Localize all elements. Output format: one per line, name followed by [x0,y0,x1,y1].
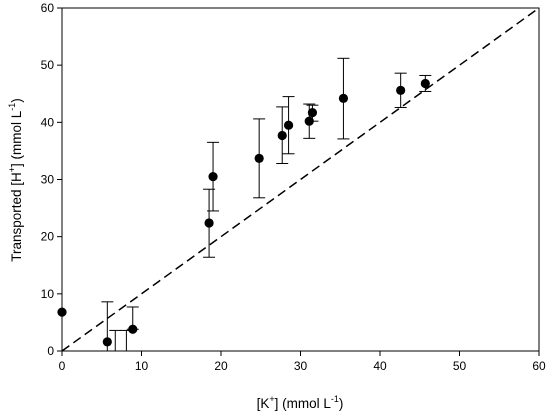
data-point [396,85,406,95]
y-tick-label: 60 [41,1,55,15]
x-axis-label-unit-sup: -1 [331,394,339,404]
x-tick-label: 10 [135,359,149,373]
data-point [283,120,294,130]
x-tick-label: 30 [294,359,308,373]
x-axis-label-close: ) [339,396,344,411]
y-axis-label-base: Transported [H [9,172,24,262]
x-tick-label: 50 [453,359,467,373]
y-tick-label: 0 [47,344,54,358]
y-tick-label: 40 [41,115,55,129]
x-tick-label: 40 [373,359,387,373]
data-point [277,130,287,141]
x-tick-label: 0 [59,359,66,373]
data-point [128,324,138,334]
error-bar [120,329,133,351]
y-tick-label: 20 [41,230,55,244]
data-point [254,153,264,163]
data-point [57,307,67,317]
data-point [420,78,430,89]
reference-line [61,7,540,352]
data-points [57,78,430,347]
y-tick-label: 30 [41,173,55,187]
y-axis-label: Transported [H+] (mmol L-1) [7,98,24,262]
y-tick-label: 50 [41,58,55,72]
reference-line-group [61,7,540,352]
y-axis-label-unit-sup: -1 [7,103,17,111]
data-point [304,116,314,126]
y-axis-label-sup: + [7,167,17,172]
data-point [102,337,112,347]
y-axis-label-close: ) [9,98,24,103]
y-axis-label-unit: ] (mmol L [9,110,24,167]
error-bar [109,329,122,351]
data-point [204,218,214,228]
y-axis-ticks: 0 10 20 30 40 50 60 [41,1,62,358]
x-axis-label-sup: + [269,394,274,404]
data-point [338,93,349,103]
y-tick-label: 10 [41,287,55,301]
x-tick-label: 60 [532,359,546,373]
x-axis-label-base: [K [257,396,270,411]
data-point [208,172,218,182]
x-axis-label-unit: ] (mmol L [275,396,332,411]
error-bars [101,57,432,351]
data-point [307,108,318,118]
x-axis-label: [K+] (mmol L-1) [257,394,344,411]
x-axis-ticks: 0 10 20 30 40 50 60 [59,351,546,373]
x-tick-label: 20 [214,359,228,373]
